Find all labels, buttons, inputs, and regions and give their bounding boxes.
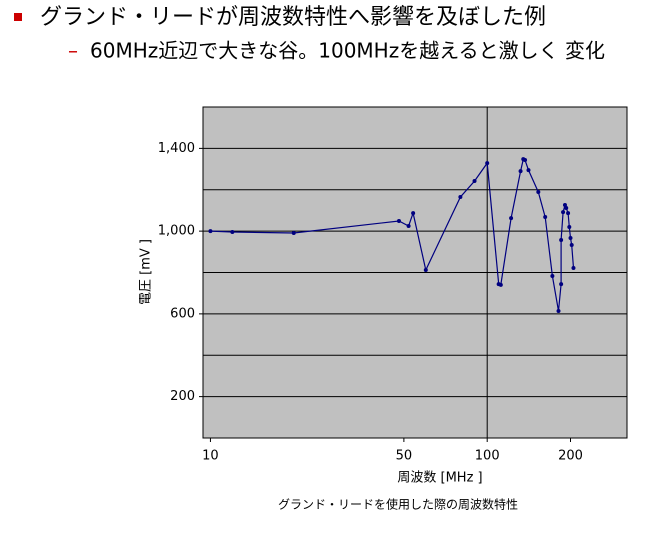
bullet-text: グランド・リードが周波数特性へ影響を及ぼした例 <box>40 5 546 30</box>
data-point <box>509 216 514 221</box>
dash-marker: – <box>68 39 78 63</box>
data-point <box>556 308 561 313</box>
data-point <box>564 205 569 210</box>
chart-caption: グランド・リードを使用した際の周波数特性 <box>278 497 518 512</box>
data-point <box>543 215 548 220</box>
x-tick-label: 100 <box>475 449 500 464</box>
x-tick-label: 200 <box>558 449 583 464</box>
x-tick-label: 50 <box>396 449 413 464</box>
y-tick-label: 1,400 <box>158 141 195 156</box>
data-point <box>536 190 541 195</box>
data-point <box>559 238 564 243</box>
data-point <box>523 157 528 162</box>
data-point <box>396 218 401 223</box>
y-axis-label: 電圧 [mV ] <box>139 239 154 305</box>
data-point <box>458 194 463 199</box>
data-point <box>291 230 296 235</box>
data-point <box>208 229 213 234</box>
data-point <box>406 223 411 228</box>
y-tick-label: 1,000 <box>158 224 195 239</box>
data-point <box>567 224 572 229</box>
data-point <box>571 265 576 270</box>
data-point <box>566 211 571 216</box>
data-point <box>518 169 523 174</box>
data-point <box>485 161 490 166</box>
x-axis-label: 周波数 [MHz ] <box>397 471 482 486</box>
x-tick-label: 10 <box>202 449 219 464</box>
bullet-marker <box>14 13 22 21</box>
data-point <box>561 210 566 215</box>
y-tick-label: 600 <box>170 306 195 321</box>
data-point <box>423 268 428 273</box>
data-point <box>498 282 503 287</box>
data-point <box>472 179 477 184</box>
data-point <box>411 211 416 216</box>
y-tick-label: 200 <box>170 389 195 404</box>
data-point <box>550 274 555 279</box>
data-point <box>526 168 531 173</box>
data-point <box>230 229 235 234</box>
data-point <box>568 235 573 240</box>
data-point <box>559 282 564 287</box>
data-point <box>569 242 574 247</box>
sub-bullet-text: 60MHz近辺で大きな谷。100MHzを越えると激しく 変化 <box>90 39 605 63</box>
